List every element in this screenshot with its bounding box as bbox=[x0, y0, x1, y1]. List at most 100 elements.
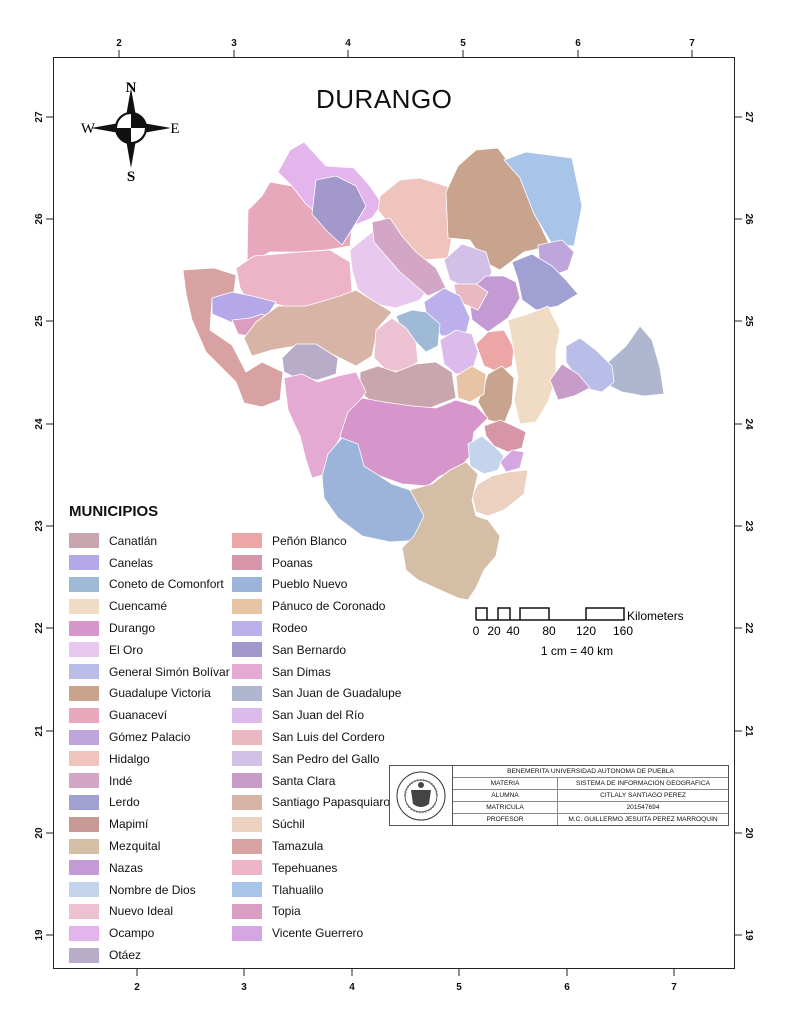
legend-item: El Oro bbox=[69, 639, 230, 661]
legend-label: Rodeo bbox=[272, 621, 308, 636]
municipality-cuencame bbox=[507, 305, 561, 425]
legend-swatch bbox=[69, 838, 99, 854]
legend-item: Lerdo bbox=[69, 792, 230, 814]
legend-item: General Simón Bolívar bbox=[69, 661, 230, 683]
compass-east-label: E bbox=[170, 121, 179, 137]
legend-swatch bbox=[69, 816, 99, 832]
scale-bar bbox=[475, 607, 625, 621]
legend-item: San Juan de Guadalupe bbox=[232, 683, 401, 705]
legend-swatch bbox=[69, 685, 99, 701]
legend-swatch bbox=[232, 642, 262, 658]
legend-item: Guanaceví bbox=[69, 704, 230, 726]
legend-label: Hidalgo bbox=[109, 751, 150, 766]
municipality-tlahualilo bbox=[503, 151, 583, 247]
tick-label: 26 bbox=[743, 213, 754, 225]
tick-label: 6 bbox=[575, 38, 581, 49]
legend-swatch bbox=[69, 642, 99, 658]
university-name: BENEMERITA UNIVERSIDAD AUTONOMA DE PUEBL… bbox=[453, 766, 728, 778]
scale-tick-labels: 0 20 40 80 120 160 bbox=[473, 624, 634, 638]
legend-item: Mapimí bbox=[69, 813, 230, 835]
tick-label: 7 bbox=[689, 38, 695, 49]
legend-swatch bbox=[232, 773, 262, 789]
tick-label: 4 bbox=[345, 38, 351, 49]
legend-swatch bbox=[232, 794, 262, 810]
legend-item: Pánuco de Coronado bbox=[232, 595, 401, 617]
scale-tick-label: 20 bbox=[487, 624, 501, 638]
legend-label: Indé bbox=[109, 773, 133, 788]
legend-label: San Juan de Guadalupe bbox=[272, 686, 402, 701]
legend-label: Vicente Guerrero bbox=[272, 926, 364, 941]
legend-label: Tlahualilo bbox=[272, 882, 324, 897]
legend-label: San Bernardo bbox=[272, 642, 347, 657]
legend-item: Rodeo bbox=[232, 617, 401, 639]
tick-label: 3 bbox=[231, 38, 237, 49]
legend-item: San Dimas bbox=[232, 661, 401, 683]
legend-label: Gómez Palacio bbox=[109, 730, 191, 745]
legend-label: Canatlán bbox=[109, 533, 158, 548]
tick-label: 21 bbox=[743, 725, 754, 737]
legend-label: Lerdo bbox=[109, 795, 140, 810]
tick-label: 27 bbox=[34, 111, 45, 123]
legend-swatch bbox=[232, 838, 262, 854]
legend-swatch bbox=[232, 882, 262, 898]
legend-swatch bbox=[69, 707, 99, 723]
info-value: 201547694 bbox=[626, 804, 660, 811]
legend-label: Tepehuanes bbox=[272, 860, 338, 875]
university-seal-icon bbox=[396, 771, 446, 820]
legend-swatch bbox=[69, 925, 99, 941]
tick-label: 25 bbox=[743, 315, 754, 327]
info-label: MATERIA bbox=[453, 778, 558, 789]
legend-label: Mapimí bbox=[109, 817, 149, 832]
legend-label: San Juan del Río bbox=[272, 708, 365, 723]
tick-label: 23 bbox=[34, 520, 45, 532]
legend-swatch bbox=[232, 707, 262, 723]
legend-swatch bbox=[232, 729, 262, 745]
legend-title: MUNICIPIOS bbox=[69, 503, 159, 520]
tick-label: 20 bbox=[34, 827, 45, 839]
tick-label: 2 bbox=[116, 38, 122, 49]
legend-item: Nuevo Ideal bbox=[69, 901, 230, 923]
info-rows: BENEMERITA UNIVERSIDAD AUTONOMA DE PUEBL… bbox=[453, 766, 728, 825]
legend-item: Vicente Guerrero bbox=[232, 922, 401, 944]
municipality-san-dimas bbox=[283, 371, 367, 479]
municipality-guadalupe-victoria bbox=[477, 365, 515, 425]
legend-label: Guadalupe Victoria bbox=[109, 686, 211, 701]
municipality-san-juan-de-guadalupe bbox=[605, 325, 665, 397]
municipality-santa-clara bbox=[549, 363, 591, 401]
grid-ticks bbox=[46, 50, 742, 976]
legend-item: Hidalgo bbox=[69, 748, 230, 770]
legend-swatch bbox=[232, 751, 262, 767]
municipality-otaez bbox=[281, 343, 339, 381]
legend-label: Santa Clara bbox=[272, 773, 336, 788]
legend-swatch bbox=[232, 685, 262, 701]
legend-column-1: Canatlán Canelas Coneto de Comonfort Cuenca… bbox=[69, 530, 230, 966]
legend-item: Mezquital bbox=[69, 835, 230, 857]
legend-label: Nombre de Dios bbox=[109, 882, 196, 897]
tick-label: 5 bbox=[456, 982, 462, 993]
legend-label: Poanas bbox=[272, 555, 313, 570]
scale-unit-label: Kilometers bbox=[627, 609, 684, 623]
legend-item: Indé bbox=[69, 770, 230, 792]
legend-swatch bbox=[69, 729, 99, 745]
scale-tick-label: 0 bbox=[473, 624, 480, 638]
legend-swatch bbox=[69, 773, 99, 789]
legend-item: Peñón Blanco bbox=[232, 530, 401, 552]
legend-label: San Pedro del Gallo bbox=[272, 751, 380, 766]
tick-label: 7 bbox=[671, 982, 677, 993]
legend-label: Pueblo Nuevo bbox=[272, 577, 348, 592]
legend-swatch bbox=[69, 860, 99, 876]
legend-item: Cuencamé bbox=[69, 595, 230, 617]
legend-item: San Juan del Río bbox=[232, 704, 401, 726]
tick-label: 23 bbox=[743, 520, 754, 532]
tick-label: 20 bbox=[743, 827, 754, 839]
municipality-poanas bbox=[483, 419, 527, 453]
scale-ratio-label: 1 cm = 40 km bbox=[541, 644, 613, 658]
legend-label: Tamazula bbox=[272, 839, 324, 854]
legend-label: Guanaceví bbox=[109, 708, 168, 723]
municipality-san-juan-del-rio bbox=[439, 329, 479, 375]
legend-swatch bbox=[69, 882, 99, 898]
tick-label: 6 bbox=[564, 982, 570, 993]
legend-item: Nombre de Dios bbox=[69, 879, 230, 901]
legend-item: Poanas bbox=[232, 552, 401, 574]
